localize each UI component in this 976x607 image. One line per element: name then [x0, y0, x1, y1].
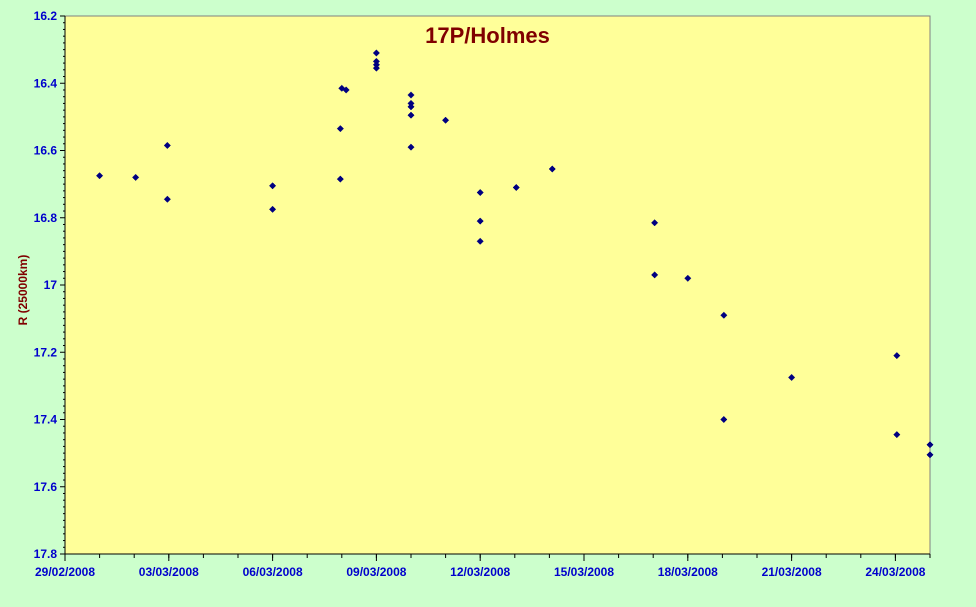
data-point: [651, 271, 659, 279]
data-point: [548, 165, 556, 173]
x-tick-label: 29/02/2008: [35, 565, 95, 579]
data-point: [407, 91, 415, 99]
data-point: [651, 219, 659, 227]
data-point: [720, 415, 728, 424]
data-point: [336, 125, 344, 133]
x-tick-label: 12/03/2008: [450, 565, 510, 579]
y-tick-label: 16.2: [34, 9, 58, 23]
chart-title: 17P/Holmes: [425, 23, 550, 48]
y-tick-label: 17.2: [34, 345, 58, 359]
data-points: [96, 49, 934, 459]
data-point: [893, 431, 901, 439]
data-point: [442, 116, 450, 124]
data-point: [407, 111, 415, 119]
x-tick-label: 24/03/2008: [865, 565, 925, 579]
y-tick-label: 16.6: [34, 144, 58, 158]
data-point: [163, 195, 171, 203]
y-tick-label: 17.6: [34, 480, 58, 494]
data-point: [720, 311, 728, 319]
data-point: [132, 173, 140, 181]
data-point: [926, 451, 934, 459]
data-point: [96, 172, 104, 180]
y-tick-label: 16.4: [34, 76, 58, 90]
y-tick-label: 17.4: [34, 413, 58, 427]
data-point: [163, 141, 171, 150]
x-axis: 29/02/2008 03/03/2008 06/03/2008 09/03/2008…: [35, 553, 931, 579]
data-point: [269, 182, 277, 190]
data-point: [684, 274, 692, 282]
data-point: [926, 441, 934, 449]
data-point: [476, 237, 484, 245]
data-point: [372, 64, 380, 72]
plot-area: [64, 15, 931, 555]
y-axis-title: R (25000km): [16, 255, 30, 326]
data-point: [407, 143, 415, 151]
x-tick-label: 03/03/2008: [139, 565, 199, 579]
data-point: [893, 352, 901, 360]
x-tick-label: 18/03/2008: [658, 565, 718, 579]
y-tick-label: 17: [44, 278, 58, 292]
x-tick-label: 06/03/2008: [243, 565, 303, 579]
data-point: [336, 175, 344, 183]
data-point: [476, 217, 484, 225]
data-point: [476, 188, 484, 197]
x-tick-label: 21/03/2008: [762, 565, 822, 579]
data-point: [512, 183, 520, 192]
data-point: [269, 205, 277, 213]
data-point: [788, 373, 796, 382]
data-point: [342, 86, 350, 94]
y-tick-label: 16.8: [34, 211, 58, 225]
x-tick-label: 15/03/2008: [554, 565, 614, 579]
data-point: [407, 103, 415, 111]
x-tick-label: 09/03/2008: [346, 565, 406, 579]
data-point: [372, 49, 380, 57]
y-axis: 16.2 16.4 16.6 16.8 17 17.2 17.4 17.6 17.8: [34, 9, 66, 561]
y-tick-label: 17.8: [34, 547, 58, 561]
data-point: [338, 84, 346, 92]
